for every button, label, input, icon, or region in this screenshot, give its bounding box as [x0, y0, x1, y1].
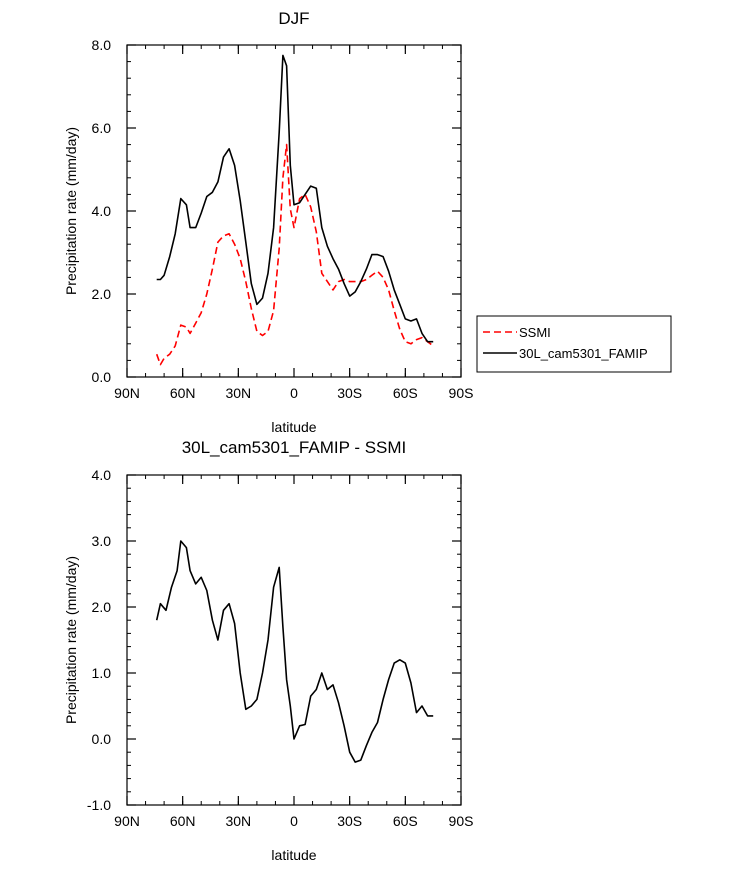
- y-tick-label: 2.0: [92, 286, 112, 302]
- y-tick-label: 2.0: [92, 599, 112, 615]
- y-tick-label: 8.0: [92, 37, 112, 53]
- x-tick-label: 0: [290, 813, 298, 829]
- y-tick-label: 4.0: [92, 203, 112, 219]
- x-tick-label: 90S: [449, 385, 474, 401]
- x-tick-label: 0: [290, 385, 298, 401]
- x-tick-label: 90S: [449, 813, 474, 829]
- y-tick-label: 1.0: [92, 665, 112, 681]
- x-tick-label: 30S: [337, 813, 362, 829]
- chart-panel-2: 30L_cam5301_FAMIP - SSMI 90N 60N 30N 0 30S 60S…: [63, 438, 473, 863]
- y-tick-label: 0.0: [92, 369, 112, 385]
- chart-title: DJF: [278, 9, 309, 28]
- chart-panel-1: DJF 90N 60N 30N 0 30S 60S 90S 0.0 2.0 4.0 6.0 8.0 lat…: [63, 9, 672, 435]
- x-tick-label: 90N: [114, 385, 140, 401]
- x-tick-label: 30S: [337, 385, 362, 401]
- x-axis-label: latitude: [271, 847, 316, 863]
- legend: SSMI 30L_cam5301_FAMIP: [476, 315, 672, 373]
- x-tick-label: 60S: [393, 813, 418, 829]
- y-tick-label: -1.0: [87, 797, 111, 813]
- legend-label: 30L_cam5301_FAMIP: [519, 346, 648, 361]
- x-axis-label: latitude: [271, 419, 316, 435]
- x-tick-label: 60S: [393, 385, 418, 401]
- y-tick-label: 4.0: [92, 467, 112, 483]
- x-tick-label: 60N: [170, 385, 196, 401]
- x-tick-label: 30N: [225, 385, 251, 401]
- series-line-difference: [155, 540, 434, 763]
- x-tick-label: 30N: [225, 813, 251, 829]
- x-tick-label: 90N: [114, 813, 140, 829]
- y-tick-label: 3.0: [92, 533, 112, 549]
- series-line-30l-cam5301-famip: [156, 54, 434, 343]
- chart-title: 30L_cam5301_FAMIP - SSMI: [182, 438, 407, 457]
- y-axis-label: Precipitation rate (mm/day): [63, 127, 79, 295]
- x-tick-label: 60N: [170, 813, 196, 829]
- plot-frame: [126, 474, 462, 806]
- legend-box: [476, 315, 672, 373]
- legend-label: SSMI: [519, 325, 551, 340]
- series-line-ssmi: [155, 143, 434, 366]
- y-tick-label: 6.0: [92, 120, 112, 136]
- y-tick-label: 0.0: [92, 731, 112, 747]
- plot-frame: [126, 44, 462, 378]
- y-axis-label: Precipitation rate (mm/day): [63, 556, 79, 724]
